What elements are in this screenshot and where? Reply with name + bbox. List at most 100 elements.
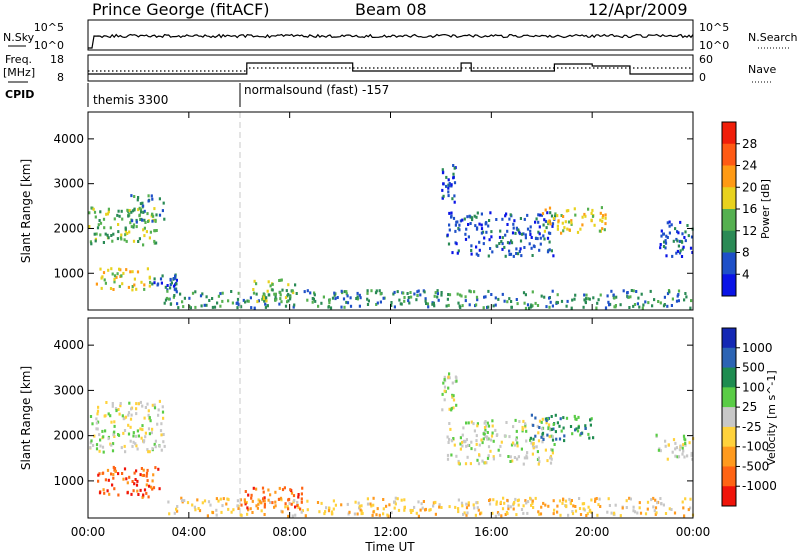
range-gate-cell: [475, 245, 478, 249]
range-gate-cell: [538, 460, 541, 464]
range-gate-cell: [255, 282, 258, 286]
range-gate-cell: [684, 292, 687, 295]
range-gate-cell: [689, 506, 692, 510]
range-gate-cell: [124, 415, 128, 419]
range-gate-cell: [573, 414, 576, 418]
range-gate-cell: [577, 415, 580, 419]
range-gate-cell: [659, 246, 662, 250]
range-gate-cell: [289, 488, 292, 492]
range-gate-cell: [565, 416, 569, 420]
range-gate-cell: [154, 445, 157, 449]
range-gate-cell: [147, 427, 151, 431]
range-gate-cell: [534, 301, 537, 305]
range-gate-cell: [445, 184, 448, 188]
range-gate-cell: [255, 292, 258, 296]
range-gate-cell: [288, 501, 291, 505]
range-gate-cell: [114, 469, 117, 473]
range-gate-cell: [448, 293, 452, 297]
range-gate-cell: [252, 291, 256, 295]
range-gate-cell: [483, 295, 486, 299]
range-gate-cell: [474, 513, 477, 517]
range-gate-cell: [417, 289, 420, 293]
range-gate-cell: [516, 444, 519, 448]
range-gate-cell: [520, 508, 524, 511]
velocity-x-ticks: [87, 318, 694, 518]
range-gate-cell: [538, 248, 541, 252]
range-gate-cell: [427, 305, 430, 309]
range-gate-cell: [636, 511, 639, 515]
range-gate-cell: [141, 474, 144, 477]
range-gate-cell: [180, 496, 183, 500]
range-gate-cell: [150, 194, 153, 198]
range-gate-cell: [100, 286, 103, 290]
range-gate-cell: [345, 290, 348, 294]
range-gate-cell: [481, 441, 484, 445]
range-gate-cell: [562, 416, 565, 420]
range-gate-cell: [633, 510, 637, 514]
range-gate-cell: [113, 217, 116, 221]
range-gate-cell: [517, 498, 520, 502]
range-gate-cell: [524, 499, 527, 503]
range-gate-cell: [141, 428, 144, 432]
range-gate-cell: [265, 299, 268, 303]
range-gate-cell: [267, 488, 270, 492]
range-gate-cell: [407, 296, 410, 299]
range-gate-cell: [561, 501, 564, 505]
range-gate-cell: [403, 508, 406, 512]
range-gate-cell: [359, 508, 362, 512]
range-gate-cell: [219, 304, 222, 308]
range-gate-cell: [98, 449, 101, 453]
range-gate-cell: [133, 283, 136, 287]
range-gate-cell: [497, 512, 500, 516]
range-gate-cell: [354, 500, 357, 504]
range-gate-cell: [638, 305, 641, 309]
range-gate-cell: [203, 303, 206, 307]
range-gate-cell: [603, 228, 606, 232]
range-gate-cell: [540, 294, 543, 298]
range-gate-cell: [691, 457, 694, 461]
range-gate-cell: [376, 507, 379, 511]
range-gate-cell: [583, 293, 586, 297]
range-gate-cell: [452, 172, 455, 176]
range-gate-cell: [689, 306, 692, 310]
range-gate-cell: [466, 511, 469, 515]
range-gate-cell: [413, 292, 416, 296]
range-gate-cell: [143, 488, 147, 492]
range-gate-cell: [191, 291, 195, 295]
range-gate-cell: [331, 512, 334, 516]
range-gate-cell: [562, 215, 565, 218]
range-gate-cell: [475, 215, 478, 219]
range-gate-cell: [347, 512, 350, 516]
range-gate-cell: [469, 290, 472, 294]
range-gate-cell: [660, 229, 663, 233]
range-gate-cell: [112, 476, 115, 480]
range-gate-cell: [136, 489, 139, 493]
scatter-region: [97, 465, 161, 499]
colorbar-swatch: [722, 230, 736, 253]
range-gate-cell: [369, 502, 372, 506]
range-gate-cell: [551, 435, 554, 439]
range-gate-cell: [174, 288, 177, 292]
range-gate-cell: [139, 400, 142, 404]
range-gate-cell: [554, 430, 557, 434]
range-gate-cell: [498, 235, 502, 239]
range-gate-cell: [273, 505, 276, 509]
range-gate-cell: [101, 445, 105, 449]
range-gate-cell: [90, 242, 93, 246]
range-gate-cell: [578, 497, 581, 500]
range-gate-cell: [227, 299, 230, 303]
range-gate-cell: [107, 268, 110, 272]
range-gate-cell: [614, 304, 617, 307]
range-gate-cell: [449, 427, 452, 431]
range-gate-cell: [568, 497, 571, 501]
range-gate-cell: [543, 218, 546, 222]
range-gate-cell: [360, 512, 363, 516]
range-gate-cell: [491, 419, 494, 423]
range-gate-cell: [515, 429, 518, 433]
range-gate-cell: [521, 427, 524, 431]
range-gate-cell: [531, 501, 534, 505]
range-gate-cell: [463, 217, 466, 221]
range-gate-cell: [473, 214, 476, 218]
range-gate-cell: [660, 234, 663, 238]
range-gate-cell: [541, 212, 545, 216]
